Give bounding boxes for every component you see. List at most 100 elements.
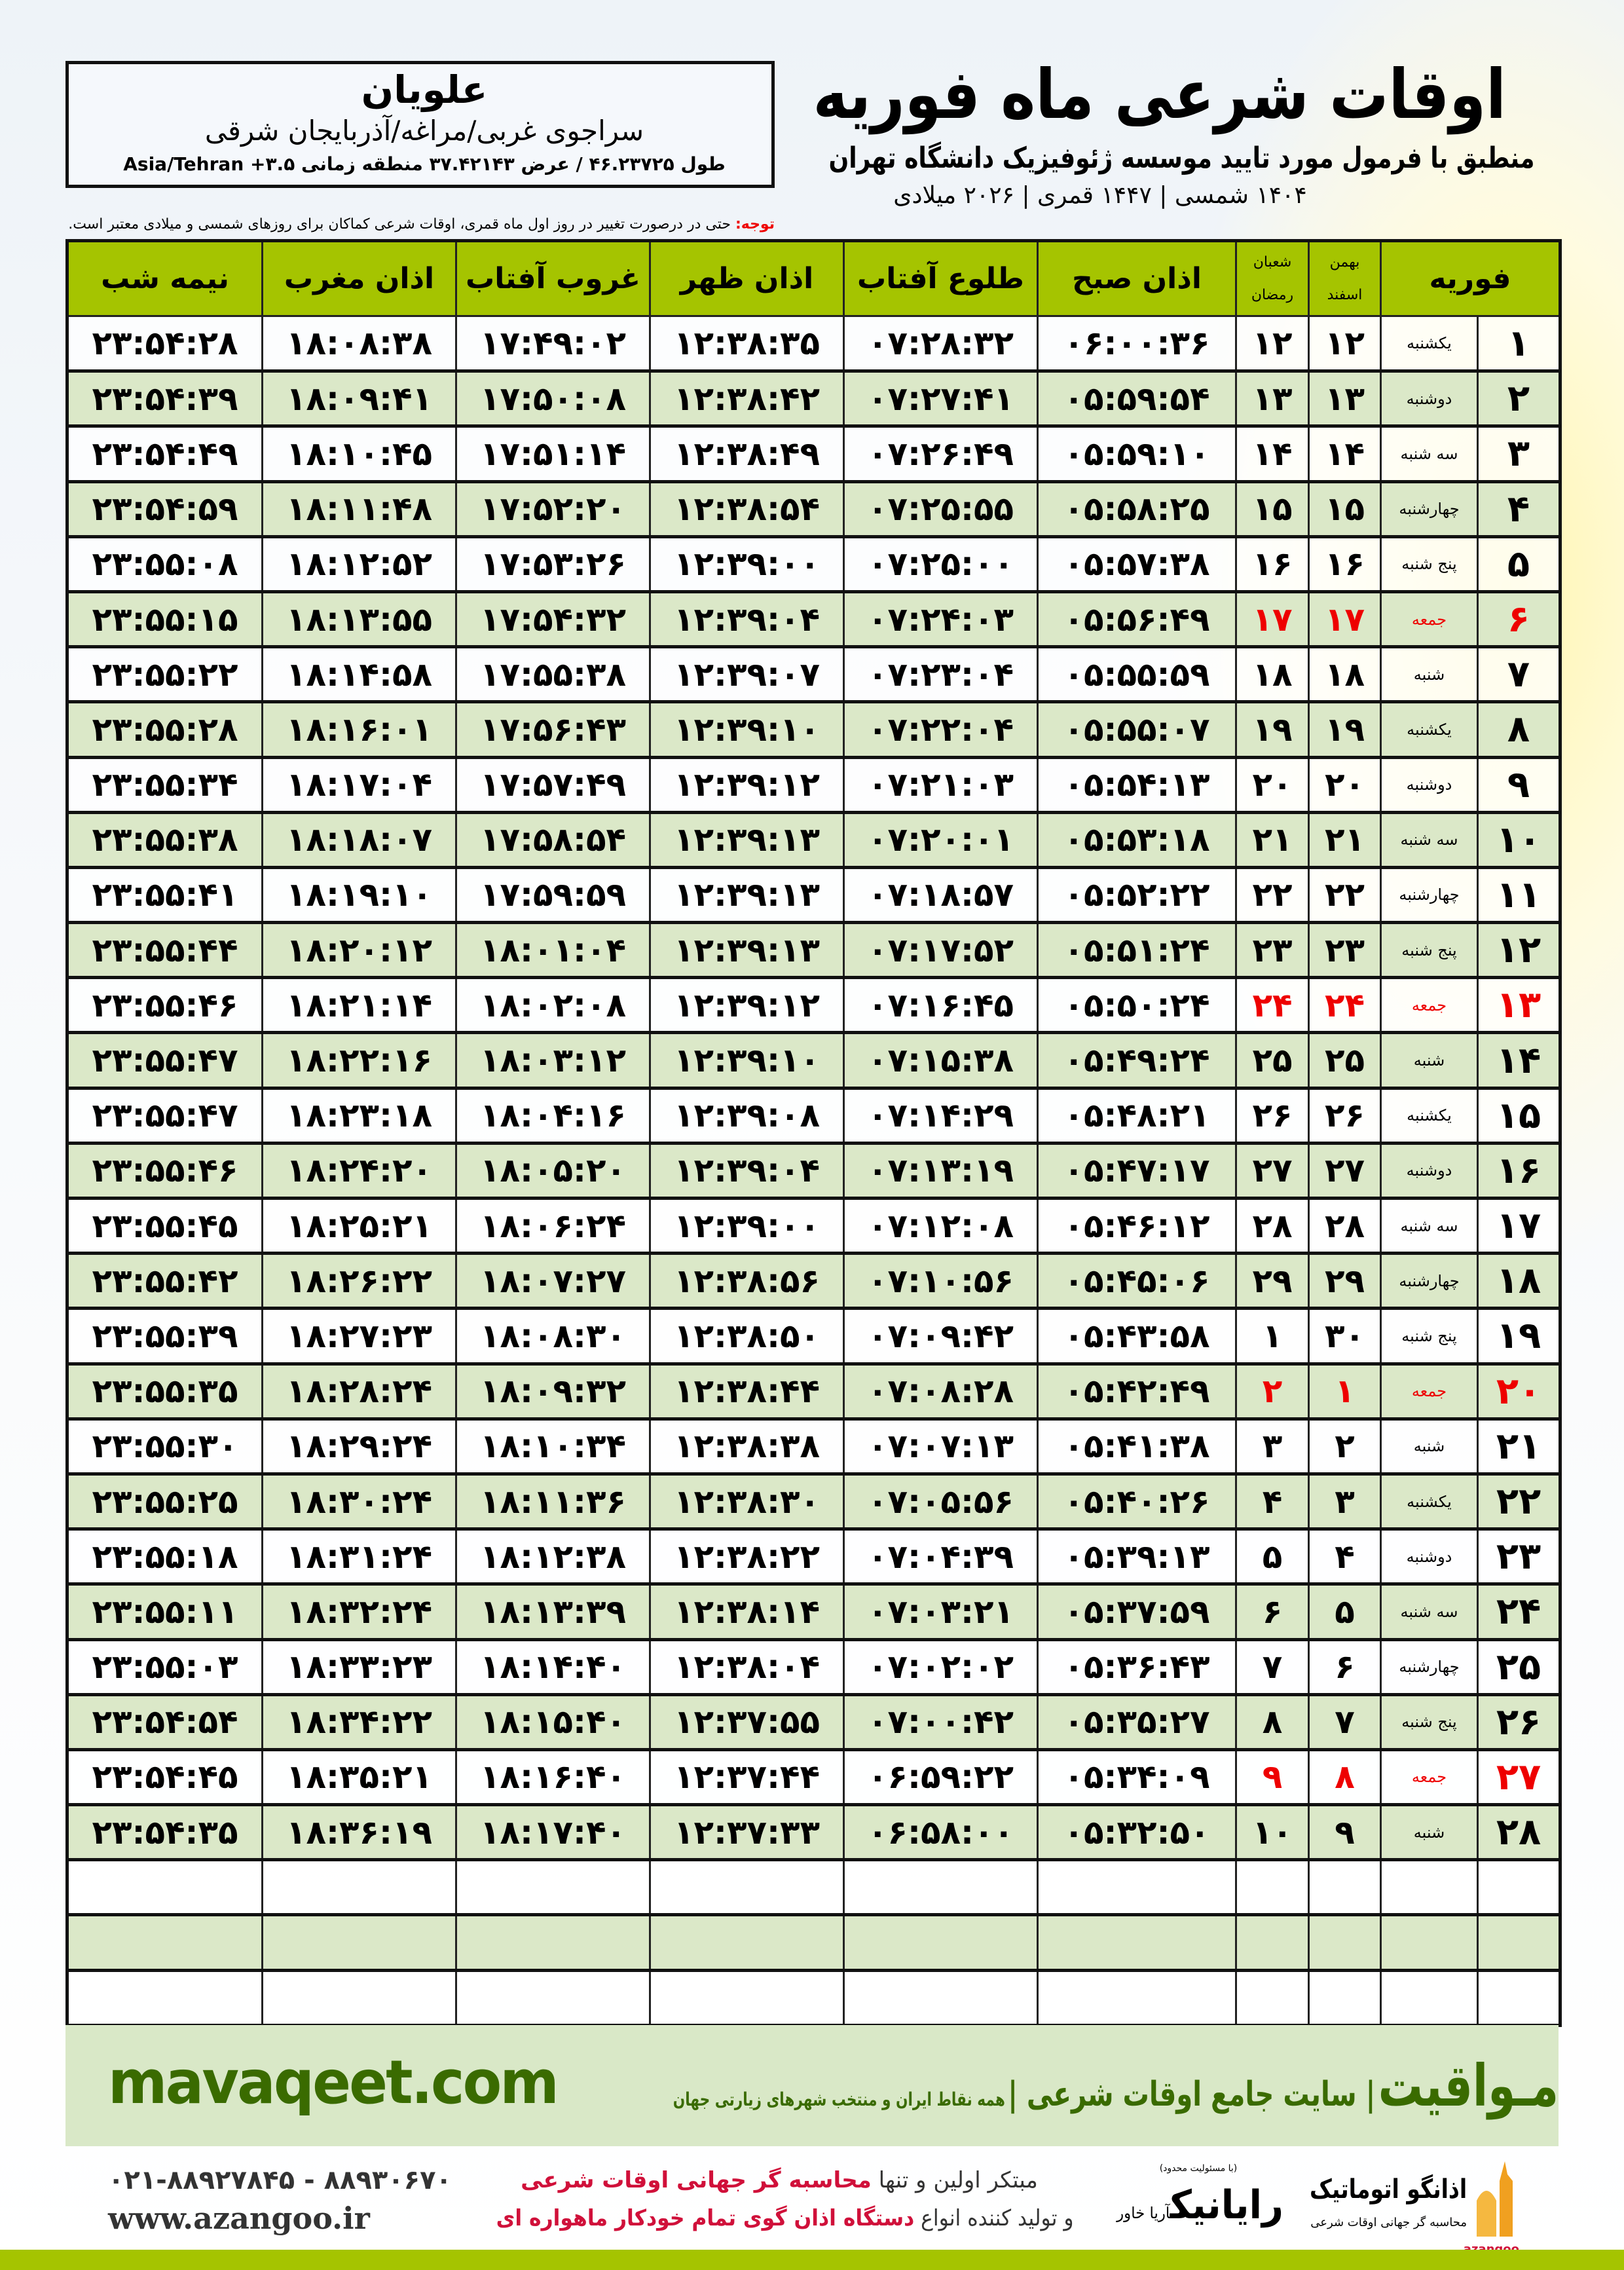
promo-line1: مبتکر اولین و تنها: [871, 2167, 1038, 2193]
qamari-day: ۱۵: [1235, 480, 1310, 538]
maghrib-time: ۱۸:۱۹:۱۰: [261, 866, 457, 925]
location-region: سراجوی غربی/مراغه/آذربایجان شرقی: [204, 115, 644, 147]
midnight-time: ۲۳:۵۵:۴۶: [66, 1142, 263, 1200]
phone-number: ۰۲۱-۸۸۹۲۷۸۴۵ - ۸۸۹۳۰۶۷۰: [108, 2165, 452, 2195]
shamsi-day: ۶: [1308, 1638, 1382, 1696]
midnight-time: ۲۳:۵۵:۴۷: [66, 1032, 263, 1090]
midnight-time: ۲۳:۵۵:۴۶: [66, 977, 263, 1035]
qamari-day: ۵: [1235, 1528, 1310, 1586]
maghrib-time: ۱۸:۲۳:۱۸: [261, 1087, 457, 1145]
fajr-time: ۰۵:۵۸:۲۵: [1037, 480, 1237, 538]
table-row: ۲۲ یکشنبه ۳ ۴ ۰۵:۴۰:۲۶ ۰۷:۰۵:۵۶ ۱۲:۳۸:۳۰ ۱۸:۱۱:…: [66, 1472, 1561, 1531]
dhuhr-time: ۱۲:۳۸:۳۵: [649, 314, 845, 373]
maghrib-time: ۱۸:۲۲:۱۶: [261, 1032, 457, 1090]
table-row: ۲۸ شنبه ۹ ۱۰ ۰۵:۳۲:۵۰ ۰۶:۵۸:۰۰ ۱۲:۳۷:۳۳ ۱۸:۱۷:۴…: [66, 1804, 1561, 1862]
dhuhr-time: ۱۲:۳۷:۴۴: [649, 1748, 845, 1807]
maghrib-time: ۱۸:۱۱:۴۸: [261, 480, 457, 538]
sunrise-time: ۰۶:۵۹:۲۲: [843, 1748, 1039, 1807]
shamsi-day: ۱۲: [1308, 314, 1382, 373]
table-row: ۲۷ جمعه ۸ ۹ ۰۵:۳۴:۰۹ ۰۶:۵۹:۲۲ ۱۲:۳۷:۴۴ ۱۸:۱۶:۴۰…: [66, 1748, 1561, 1807]
qamari-day: ۱: [1235, 1307, 1310, 1366]
dhuhr-time: ۱۲:۳۷:۵۵: [649, 1693, 845, 1751]
promo-line2: و تولید کننده انواع: [914, 2205, 1074, 2231]
rayanik-side: آریا خاور: [1116, 2204, 1170, 2222]
table-row: ۶ جمعه ۱۷ ۱۷ ۰۵:۵۶:۴۹ ۰۷:۲۴:۰۳ ۱۲:۳۹:۰۴ ۱۷:۵۴:۳…: [66, 590, 1561, 649]
midnight-time: ۲۳:۵۵:۲۵: [66, 1472, 263, 1531]
dhuhr-time: ۱۲:۳۹:۱۲: [649, 977, 845, 1035]
maghrib-time: ۱۸:۲۴:۲۰: [261, 1142, 457, 1200]
table-row: ۱۴ شنبه ۲۵ ۲۵ ۰۵:۴۹:۲۴ ۰۷:۱۵:۳۸ ۱۲:۳۹:۱۰ ۱۸:۰۳:…: [66, 1032, 1561, 1090]
weekday: چهارشنبه: [1380, 1638, 1479, 1696]
qamari-day: ۱۸: [1235, 646, 1310, 704]
shamsi-day: ۲۷: [1308, 1142, 1382, 1200]
qamari-day: ۹: [1235, 1748, 1310, 1807]
sunset-time: ۱۸:۱۲:۳۸: [455, 1528, 651, 1586]
weekday: دوشنبه: [1380, 1528, 1479, 1586]
maghrib-time: ۱۸:۳۳:۲۳: [261, 1638, 457, 1696]
empty-cell: [1380, 1969, 1479, 2027]
empty-cell: [66, 1969, 263, 2027]
fajr-time: ۰۵:۵۳:۱۸: [1037, 811, 1237, 869]
sunrise-time: ۰۷:۲۵:۰۰: [843, 535, 1039, 593]
sunrise-time: ۰۷:۰۹:۴۲: [843, 1307, 1039, 1366]
sunrise-time: ۰۷:۰۴:۳۹: [843, 1528, 1039, 1586]
weekday: چهارشنبه: [1380, 1252, 1479, 1311]
sunset-time: ۱۷:۵۴:۳۲: [455, 590, 651, 649]
dhuhr-time: ۱۲:۳۹:۰۷: [649, 646, 845, 704]
azangoo-name: اذانگو اتوماتیک: [1309, 2174, 1467, 2205]
maghrib-time: ۱۸:۲۱:۱۴: [261, 977, 457, 1035]
maghrib-time: ۱۸:۳۲:۲۴: [261, 1583, 457, 1641]
qamari-day: ۶: [1235, 1583, 1310, 1641]
shamsi-day: ۱۸: [1308, 646, 1382, 704]
qamari-day: ۲۷: [1235, 1142, 1310, 1200]
table-row: ۲۳ دوشنبه ۴ ۵ ۰۵:۳۹:۱۳ ۰۷:۰۴:۳۹ ۱۲:۳۸:۲۲ ۱۸:۱۲:…: [66, 1528, 1561, 1586]
dhuhr-time: ۱۲:۳۸:۴۴: [649, 1362, 845, 1421]
sunrise-time: ۰۷:۲۵:۵۵: [843, 480, 1039, 538]
maghrib-time: ۱۸:۱۸:۰۷: [261, 811, 457, 869]
header-bahman: بهمن: [1329, 253, 1360, 270]
sunrise-time: ۰۶:۵۸:۰۰: [843, 1804, 1039, 1862]
empty-cell: [455, 1859, 651, 1917]
dhuhr-time: ۱۲:۳۸:۵۶: [649, 1252, 845, 1311]
sunrise-time: ۰۷:۲۳:۰۴: [843, 646, 1039, 704]
mavaqeet-link[interactable]: mavaqeet.com: [108, 2047, 559, 2117]
empty-cell: [843, 1914, 1039, 1972]
dhuhr-time: ۱۲:۳۹:۱۳: [649, 866, 845, 925]
fajr-time: ۰۵:۵۱:۲۴: [1037, 921, 1237, 980]
sunset-time: ۱۸:۰۳:۱۲: [455, 1032, 651, 1090]
fajr-time: ۰۵:۳۹:۱۳: [1037, 1528, 1237, 1586]
weekday: یکشنبه: [1380, 1087, 1479, 1145]
dhuhr-time: ۱۲:۳۸:۴۲: [649, 370, 845, 428]
header-ramadan: رمضان: [1251, 286, 1294, 303]
shamsi-day: ۲: [1308, 1417, 1382, 1476]
location-name: علویان: [361, 67, 488, 112]
shamsi-day: ۲۹: [1308, 1252, 1382, 1311]
table-row: ۲۵ چهارشنبه ۶ ۷ ۰۵:۳۶:۴۳ ۰۷:۰۲:۰۲ ۱۲:۳۸:۰۴ ۱۸:۱…: [66, 1638, 1561, 1696]
shamsi-day: ۱۴: [1308, 425, 1382, 483]
qamari-day: ۱۹: [1235, 701, 1310, 759]
header-fajr: اذان صبح: [1037, 240, 1237, 316]
day-number: ۲۷: [1477, 1748, 1561, 1807]
header-maghrib: اذان مغرب: [261, 240, 457, 316]
empty-cell: [1308, 1969, 1382, 2027]
shamsi-day: ۲۱: [1308, 811, 1382, 869]
weekday: شنبه: [1380, 1804, 1479, 1862]
sunset-time: ۱۷:۵۸:۵۴: [455, 811, 651, 869]
table-row: ۱۷ سه شنبه ۲۸ ۲۸ ۰۵:۴۶:۱۲ ۰۷:۱۲:۰۸ ۱۲:۳۹:۰۰ ۱۸:…: [66, 1197, 1561, 1256]
maghrib-time: ۱۸:۰۸:۳۸: [261, 314, 457, 373]
qamari-day: ۱۶: [1235, 535, 1310, 593]
azangoo-website[interactable]: www.azangoo.ir: [108, 2201, 370, 2236]
table-row: ۲۶ پنج شنبه ۷ ۸ ۰۵:۳۵:۲۷ ۰۷:۰۰:۴۲ ۱۲:۳۷:۵۵ ۱۸:۱…: [66, 1693, 1561, 1751]
empty-cell: [66, 1914, 263, 1972]
fajr-time: ۰۵:۵۵:۵۹: [1037, 646, 1237, 704]
azangoo-sub: محاسبه گر جهانی اوقات شرعی: [1310, 2216, 1467, 2229]
qamari-day: ۲: [1235, 1362, 1310, 1421]
fajr-time: ۰۵:۵۰:۲۴: [1037, 977, 1237, 1035]
qamari-day: ۳: [1235, 1417, 1310, 1476]
maghrib-time: ۱۸:۳۱:۲۴: [261, 1528, 457, 1586]
weekday: دوشنبه: [1380, 370, 1479, 428]
table-row: ۸ یکشنبه ۱۹ ۱۹ ۰۵:۵۵:۰۷ ۰۷:۲۲:۰۴ ۱۲:۳۹:۱۰ ۱۷:۵۶…: [66, 701, 1561, 759]
sunrise-time: ۰۷:۲۰:۰۱: [843, 811, 1039, 869]
midnight-time: ۲۳:۵۵:۴۷: [66, 1087, 263, 1145]
midnight-time: ۲۳:۵۵:۱۱: [66, 1583, 263, 1641]
